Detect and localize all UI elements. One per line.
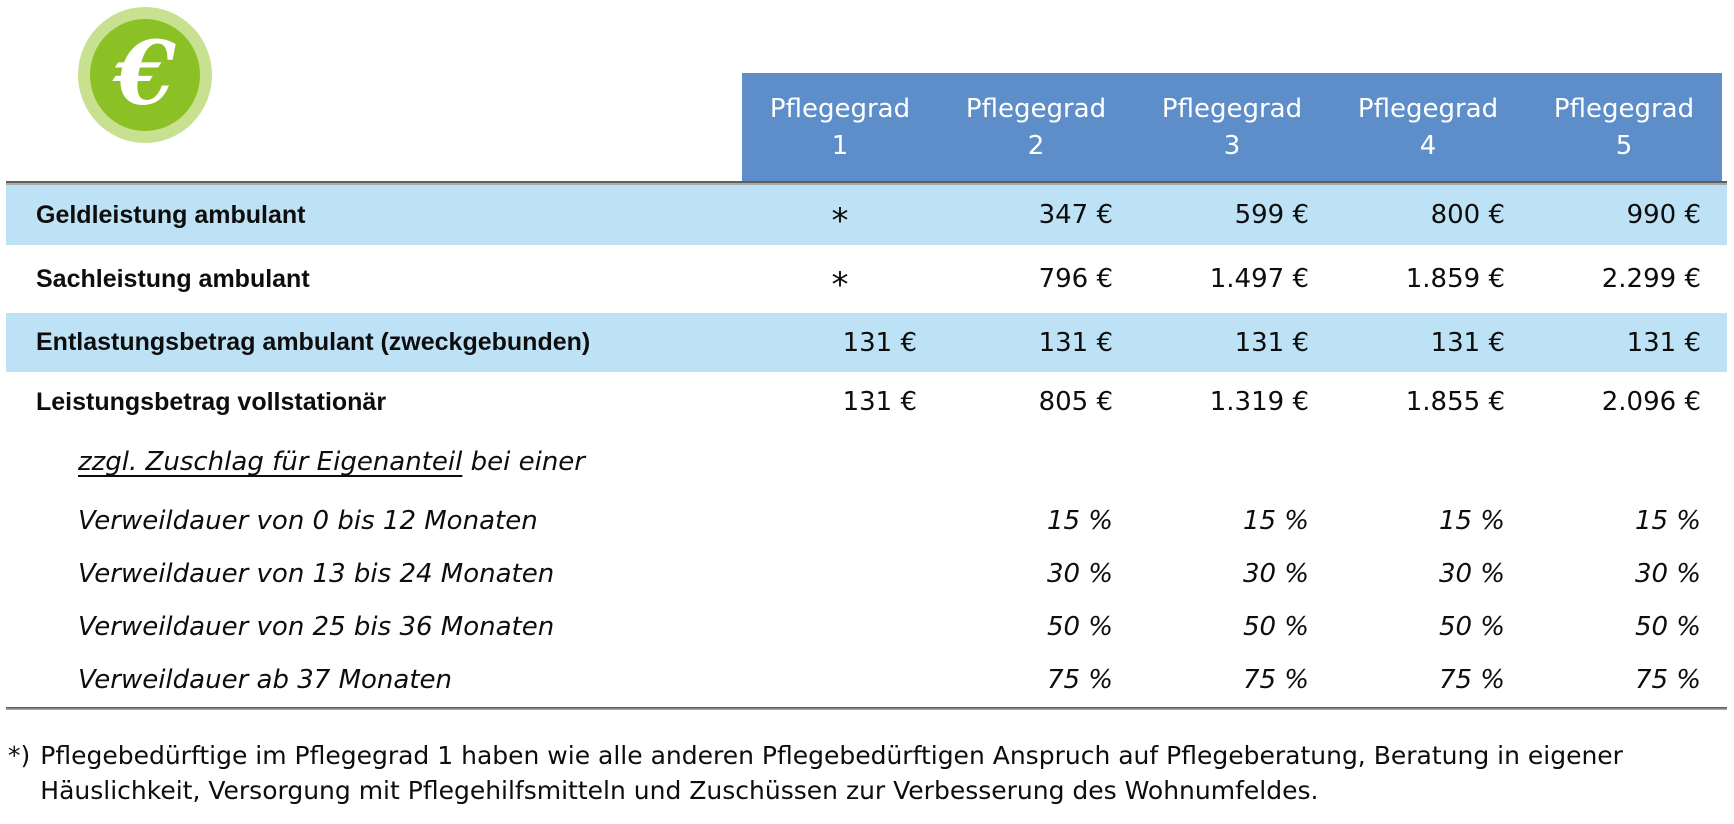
row-label: Leistungsbetrag vollstationär (36, 387, 387, 416)
cell-value: 800 € (1430, 200, 1505, 230)
column-header-number: 2 (1027, 130, 1045, 161)
table-row-leistungsbetrag: Leistungsbetrag vollstationär 131 € 805 … (6, 372, 1727, 432)
cell-value: 131 € (1626, 327, 1701, 358)
footnote-marker: *) (8, 741, 31, 770)
footnote-line-1: Pflegebedürftige im Pflegegrad 1 haben w… (40, 741, 1623, 770)
column-header-pflegegrad-1: Pflegegrad 1 (742, 73, 938, 181)
table-row-sachleistung: Sachleistung ambulant * 796 € 1.497 € 1.… (6, 245, 1727, 313)
footnote: *) Pflegebedürftige im Pflegegrad 1 habe… (8, 738, 1623, 808)
cell-value: 131 € (1430, 327, 1505, 358)
column-header-number: 4 (1419, 130, 1437, 161)
cell-value: 75 % (1438, 665, 1505, 695)
footnote-text: Pflegebedürftige im Pflegegrad 1 haben w… (40, 738, 1623, 808)
table-row-surcharge-header: zzgl. Zuschlag für Eigenanteil bei einer (6, 432, 1727, 492)
cell-value: 131 € (1234, 327, 1309, 358)
cell-value: 2.299 € (1601, 264, 1701, 294)
cell-value: 50 % (1242, 612, 1309, 642)
cell-value: 1.859 € (1405, 264, 1505, 294)
cell-value: 75 % (1242, 665, 1309, 695)
row-label: Verweildauer von 13 bis 24 Monaten (78, 559, 555, 589)
column-header-pflegegrad-4: Pflegegrad 4 (1330, 73, 1526, 181)
cell-value: 30 % (1046, 559, 1113, 589)
column-header-pflegegrad-5: Pflegegrad 5 (1526, 73, 1722, 181)
cell-value: 15 % (1046, 506, 1113, 536)
surcharge-header-rest: bei einer (462, 447, 585, 477)
cell-value: 796 € (1038, 264, 1113, 294)
cell-value: 15 % (1634, 506, 1701, 536)
cell-value: 30 % (1634, 559, 1701, 589)
row-label: Geldleistung ambulant (36, 200, 306, 229)
cell-value: 75 % (1046, 665, 1113, 695)
column-header-number: 3 (1223, 130, 1241, 161)
cell-value: 50 % (1438, 612, 1505, 642)
table-row-verweildauer-0-12: Verweildauer von 0 bis 12 Monaten 15 % 1… (6, 492, 1727, 545)
footnote-line-2: Häuslichkeit, Versorgung mit Pflegehilfs… (40, 776, 1319, 805)
cell-value: 131 € (842, 387, 917, 417)
cell-value: 1.497 € (1209, 264, 1309, 294)
cell-value: 15 % (1242, 506, 1309, 536)
cell-value: 75 % (1634, 665, 1701, 695)
table-row-verweildauer-25-36: Verweildauer von 25 bis 36 Monaten 50 % … (6, 598, 1727, 651)
euro-icon-inner-circle: € (90, 19, 200, 131)
row-label: Verweildauer von 25 bis 36 Monaten (78, 612, 555, 642)
column-header-label: Pflegegrad (769, 93, 911, 124)
column-header-label: Pflegegrad (965, 93, 1107, 124)
row-label: Verweildauer ab 37 Monaten (78, 665, 452, 695)
euro-symbol: € (114, 21, 176, 125)
table-column-headers: Pflegegrad 1 Pflegegrad 2 Pflegegrad 3 P… (742, 73, 1722, 181)
row-label: Sachleistung ambulant (36, 264, 310, 293)
table-row-geldleistung: Geldleistung ambulant * 347 € 599 € 800 … (6, 185, 1727, 245)
cell-value: 50 % (1046, 612, 1113, 642)
surcharge-header-label: zzgl. Zuschlag für Eigenanteil bei einer (6, 447, 742, 477)
cell-value: 599 € (1234, 200, 1309, 230)
row-label: Entlastungsbetrag ambulant (zweckgebunde… (36, 328, 591, 356)
column-header-number: 1 (831, 130, 849, 161)
table-top-divider (6, 181, 1727, 185)
column-header-label: Pflegegrad (1161, 93, 1303, 124)
cell-value: 131 € (1038, 327, 1113, 358)
cell-value: 805 € (1038, 387, 1113, 417)
column-header-label: Pflegegrad (1553, 93, 1695, 124)
table-row-verweildauer-13-24: Verweildauer von 13 bis 24 Monaten 30 % … (6, 545, 1727, 598)
column-header-pflegegrad-3: Pflegegrad 3 (1134, 73, 1330, 181)
cell-value: 2.096 € (1601, 387, 1701, 417)
table-bottom-divider (6, 707, 1727, 710)
cell-value: 50 % (1634, 612, 1701, 642)
cell-value: 1.855 € (1405, 387, 1505, 417)
cell-value: 1.319 € (1209, 387, 1309, 417)
column-header-label: Pflegegrad (1357, 93, 1499, 124)
column-header-pflegegrad-2: Pflegegrad 2 (938, 73, 1134, 181)
cell-value: 990 € (1626, 200, 1701, 230)
row-label: Verweildauer von 0 bis 12 Monaten (78, 506, 538, 536)
cell-value: 131 € (842, 327, 917, 358)
table-body: Geldleistung ambulant * 347 € 599 € 800 … (6, 185, 1727, 704)
cell-value: 30 % (1438, 559, 1505, 589)
table-row-verweildauer-ab-37: Verweildauer ab 37 Monaten 75 % 75 % 75 … (6, 651, 1727, 704)
euro-icon: € (78, 7, 212, 143)
table-row-entlastungsbetrag: Entlastungsbetrag ambulant (zweckgebunde… (6, 313, 1727, 372)
surcharge-header-underlined: zzgl. Zuschlag für Eigenanteil (78, 447, 463, 477)
column-header-number: 5 (1615, 130, 1633, 161)
cell-value: 15 % (1438, 506, 1505, 536)
cell-value: 30 % (1242, 559, 1309, 589)
cell-value: 347 € (1038, 200, 1113, 230)
